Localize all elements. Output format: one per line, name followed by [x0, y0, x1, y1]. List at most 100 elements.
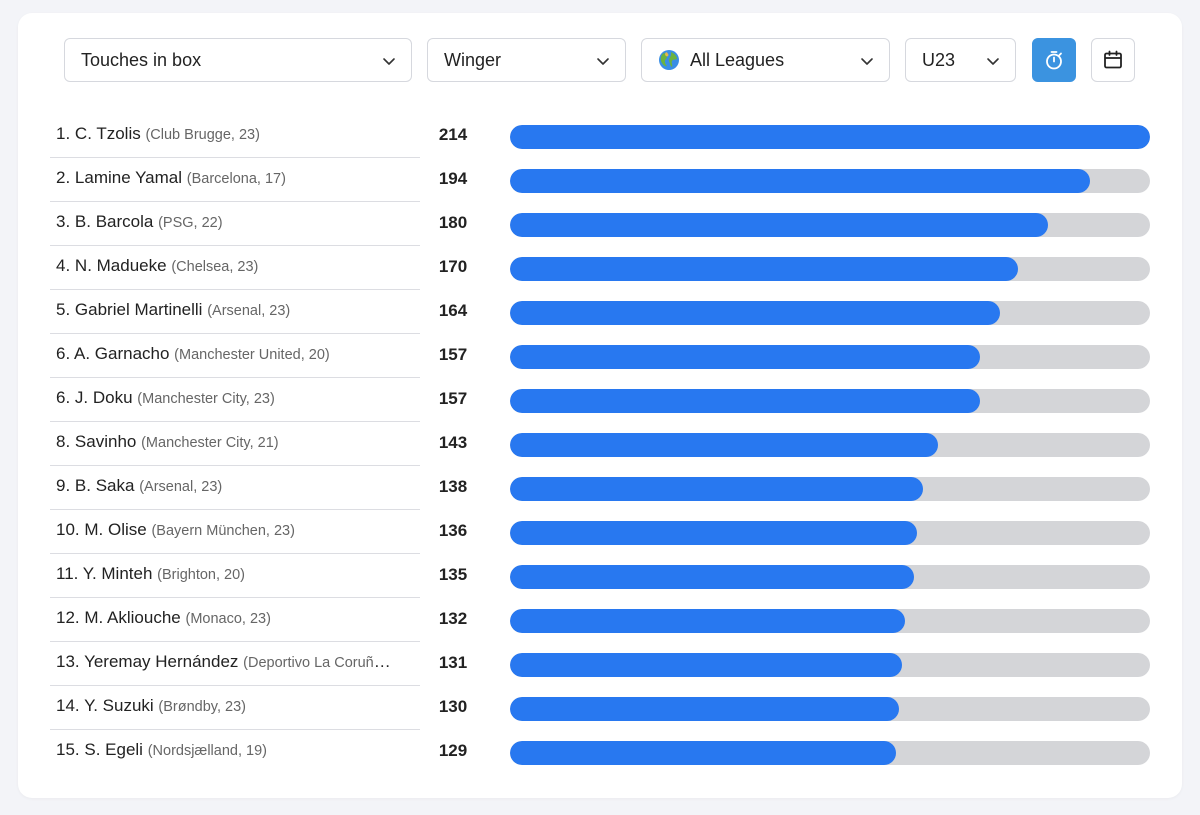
player-club-age: (Brighton, 20) — [157, 567, 246, 583]
row-divider — [50, 245, 420, 246]
stat-value: 180 — [438, 213, 468, 232]
timer-button[interactable] — [1032, 38, 1076, 82]
bar-fill — [510, 697, 899, 721]
player-club-age: (Monaco, 23) — [185, 611, 271, 627]
player-label: 6. J. Doku (Manchester City, 23) — [56, 388, 392, 408]
player-label: 5. Gabriel Martinelli (Arsenal, 23) — [56, 300, 392, 320]
calendar-button[interactable] — [1091, 38, 1135, 82]
player-rank: 5. — [56, 300, 71, 319]
player-name: M. Olise — [84, 520, 147, 539]
ranking-row: 10. M. Olise (Bayern München, 23) 136 — [18, 510, 1182, 554]
stat-value: 194 — [438, 169, 468, 188]
row-divider — [50, 465, 420, 466]
age-dropdown-value: U23 — [922, 49, 956, 70]
stat-value: 136 — [438, 521, 468, 540]
player-name: C. Tzolis — [74, 124, 141, 143]
bar-track — [510, 653, 1150, 677]
row-divider — [50, 333, 420, 334]
bar-fill — [510, 565, 914, 589]
chevron-down-icon — [597, 58, 609, 65]
metric-dropdown[interactable]: Touches in box — [64, 38, 412, 82]
player-rank: 11. — [56, 564, 79, 583]
player-club-age: (Manchester City, 21) — [141, 435, 279, 451]
position-dropdown[interactable]: Winger — [427, 38, 626, 82]
player-name: S. Egeli — [84, 740, 143, 759]
row-divider — [50, 289, 420, 290]
bar-fill — [510, 389, 980, 413]
bar-track — [510, 433, 1150, 457]
metric-dropdown-value: Touches in box — [81, 49, 202, 70]
player-rank: 4. — [56, 256, 71, 275]
ranking-row: 14. Y. Suzuki (Brøndby, 23) 130 — [18, 686, 1182, 730]
player-label: 1. C. Tzolis (Club Brugge, 23) — [56, 124, 392, 144]
stat-value: 157 — [438, 345, 468, 364]
player-name: Gabriel Martinelli — [74, 300, 203, 319]
stat-value: 132 — [438, 609, 468, 628]
ranking-row: 11. Y. Minteh (Brighton, 20) 135 — [18, 554, 1182, 598]
player-label: 12. M. Akliouche (Monaco, 23) — [56, 608, 392, 628]
ranking-row: 4. N. Madueke (Chelsea, 23) 170 — [18, 246, 1182, 290]
league-dropdown-value: All Leagues — [690, 49, 785, 70]
ranking-row: 6. J. Doku (Manchester City, 23) 157 — [18, 378, 1182, 422]
player-club-age: (Club Brugge, 23) — [145, 127, 260, 143]
player-label: 9. B. Saka (Arsenal, 23) — [56, 476, 392, 496]
row-divider — [50, 729, 420, 730]
globe-icon — [659, 50, 679, 70]
player-label: 6. A. Garnacho (Manchester United, 20) — [56, 344, 392, 364]
player-club-age: (Barcelona, 17) — [186, 171, 286, 187]
player-name: B. Barcola — [74, 212, 154, 231]
player-label: 14. Y. Suzuki (Brøndby, 23) — [56, 696, 392, 716]
row-divider — [50, 597, 420, 598]
bar-fill — [510, 213, 1049, 237]
bar-fill — [510, 653, 902, 677]
ranking-row: 6. A. Garnacho (Manchester United, 20) 15… — [18, 334, 1182, 378]
age-dropdown[interactable]: U23 — [905, 38, 1016, 82]
player-club-age: (PSG, 22) — [158, 215, 223, 231]
ranking-row: 13. Yeremay Hernández (Deportivo La Coru… — [18, 642, 1182, 686]
ranking-list: 1. C. Tzolis (Club Brugge, 23) 214 2. Lami… — [18, 114, 1182, 774]
player-club-age: (Arsenal, 23) — [207, 303, 291, 319]
player-rank: 9. — [56, 476, 71, 495]
player-name: N. Madueke — [74, 256, 167, 275]
player-club-age: (Bayern München, 23) — [151, 523, 295, 539]
position-dropdown-value: Winger — [444, 49, 502, 70]
stat-value: 157 — [438, 389, 468, 408]
stat-value: 170 — [438, 257, 468, 276]
player-rank: 6. — [56, 388, 71, 407]
ranking-row: 8. Savinho (Manchester City, 21) 143 — [18, 422, 1182, 466]
player-name: Y. Minteh — [82, 564, 153, 583]
player-rank: 13. — [56, 652, 80, 671]
row-divider — [50, 201, 420, 202]
row-divider — [50, 641, 420, 642]
bar-track — [510, 697, 1150, 721]
bar-track — [510, 521, 1150, 545]
player-club-age: (Deportivo La Coruña, 22) — [243, 655, 392, 671]
player-club-age: (Manchester City, 23) — [137, 391, 275, 407]
bar-fill — [510, 125, 1150, 149]
filter-bar: Touches in box Winger All Leagues U23 — [18, 13, 1182, 103]
player-rank: 8. — [56, 432, 71, 451]
bar-track — [510, 741, 1150, 765]
player-rank: 15. — [56, 740, 80, 759]
bar-track — [510, 477, 1150, 501]
player-club-age: (Chelsea, 23) — [171, 259, 259, 275]
player-name: Y. Suzuki — [84, 696, 154, 715]
player-name: Savinho — [74, 432, 137, 451]
ranking-row: 2. Lamine Yamal (Barcelona, 17) 194 — [18, 158, 1182, 202]
row-divider — [50, 157, 420, 158]
ranking-row: 5. Gabriel Martinelli (Arsenal, 23) 164 — [18, 290, 1182, 334]
bar-fill — [510, 741, 896, 765]
player-label: 3. B. Barcola (PSG, 22) — [56, 212, 392, 232]
ranking-row: 1. C. Tzolis (Club Brugge, 23) 214 — [18, 114, 1182, 158]
bar-fill — [510, 301, 1001, 325]
stat-value: 214 — [438, 125, 468, 144]
player-name: B. Saka — [74, 476, 135, 495]
league-dropdown[interactable]: All Leagues — [641, 38, 890, 82]
player-label: 10. M. Olise (Bayern München, 23) — [56, 520, 392, 540]
stat-value: 143 — [438, 433, 468, 452]
player-club-age: (Brøndby, 23) — [158, 699, 246, 715]
stat-value: 130 — [438, 697, 468, 716]
player-club-age: (Manchester United, 20) — [174, 347, 330, 363]
chevron-down-icon — [383, 58, 395, 65]
bar-track — [510, 213, 1150, 237]
